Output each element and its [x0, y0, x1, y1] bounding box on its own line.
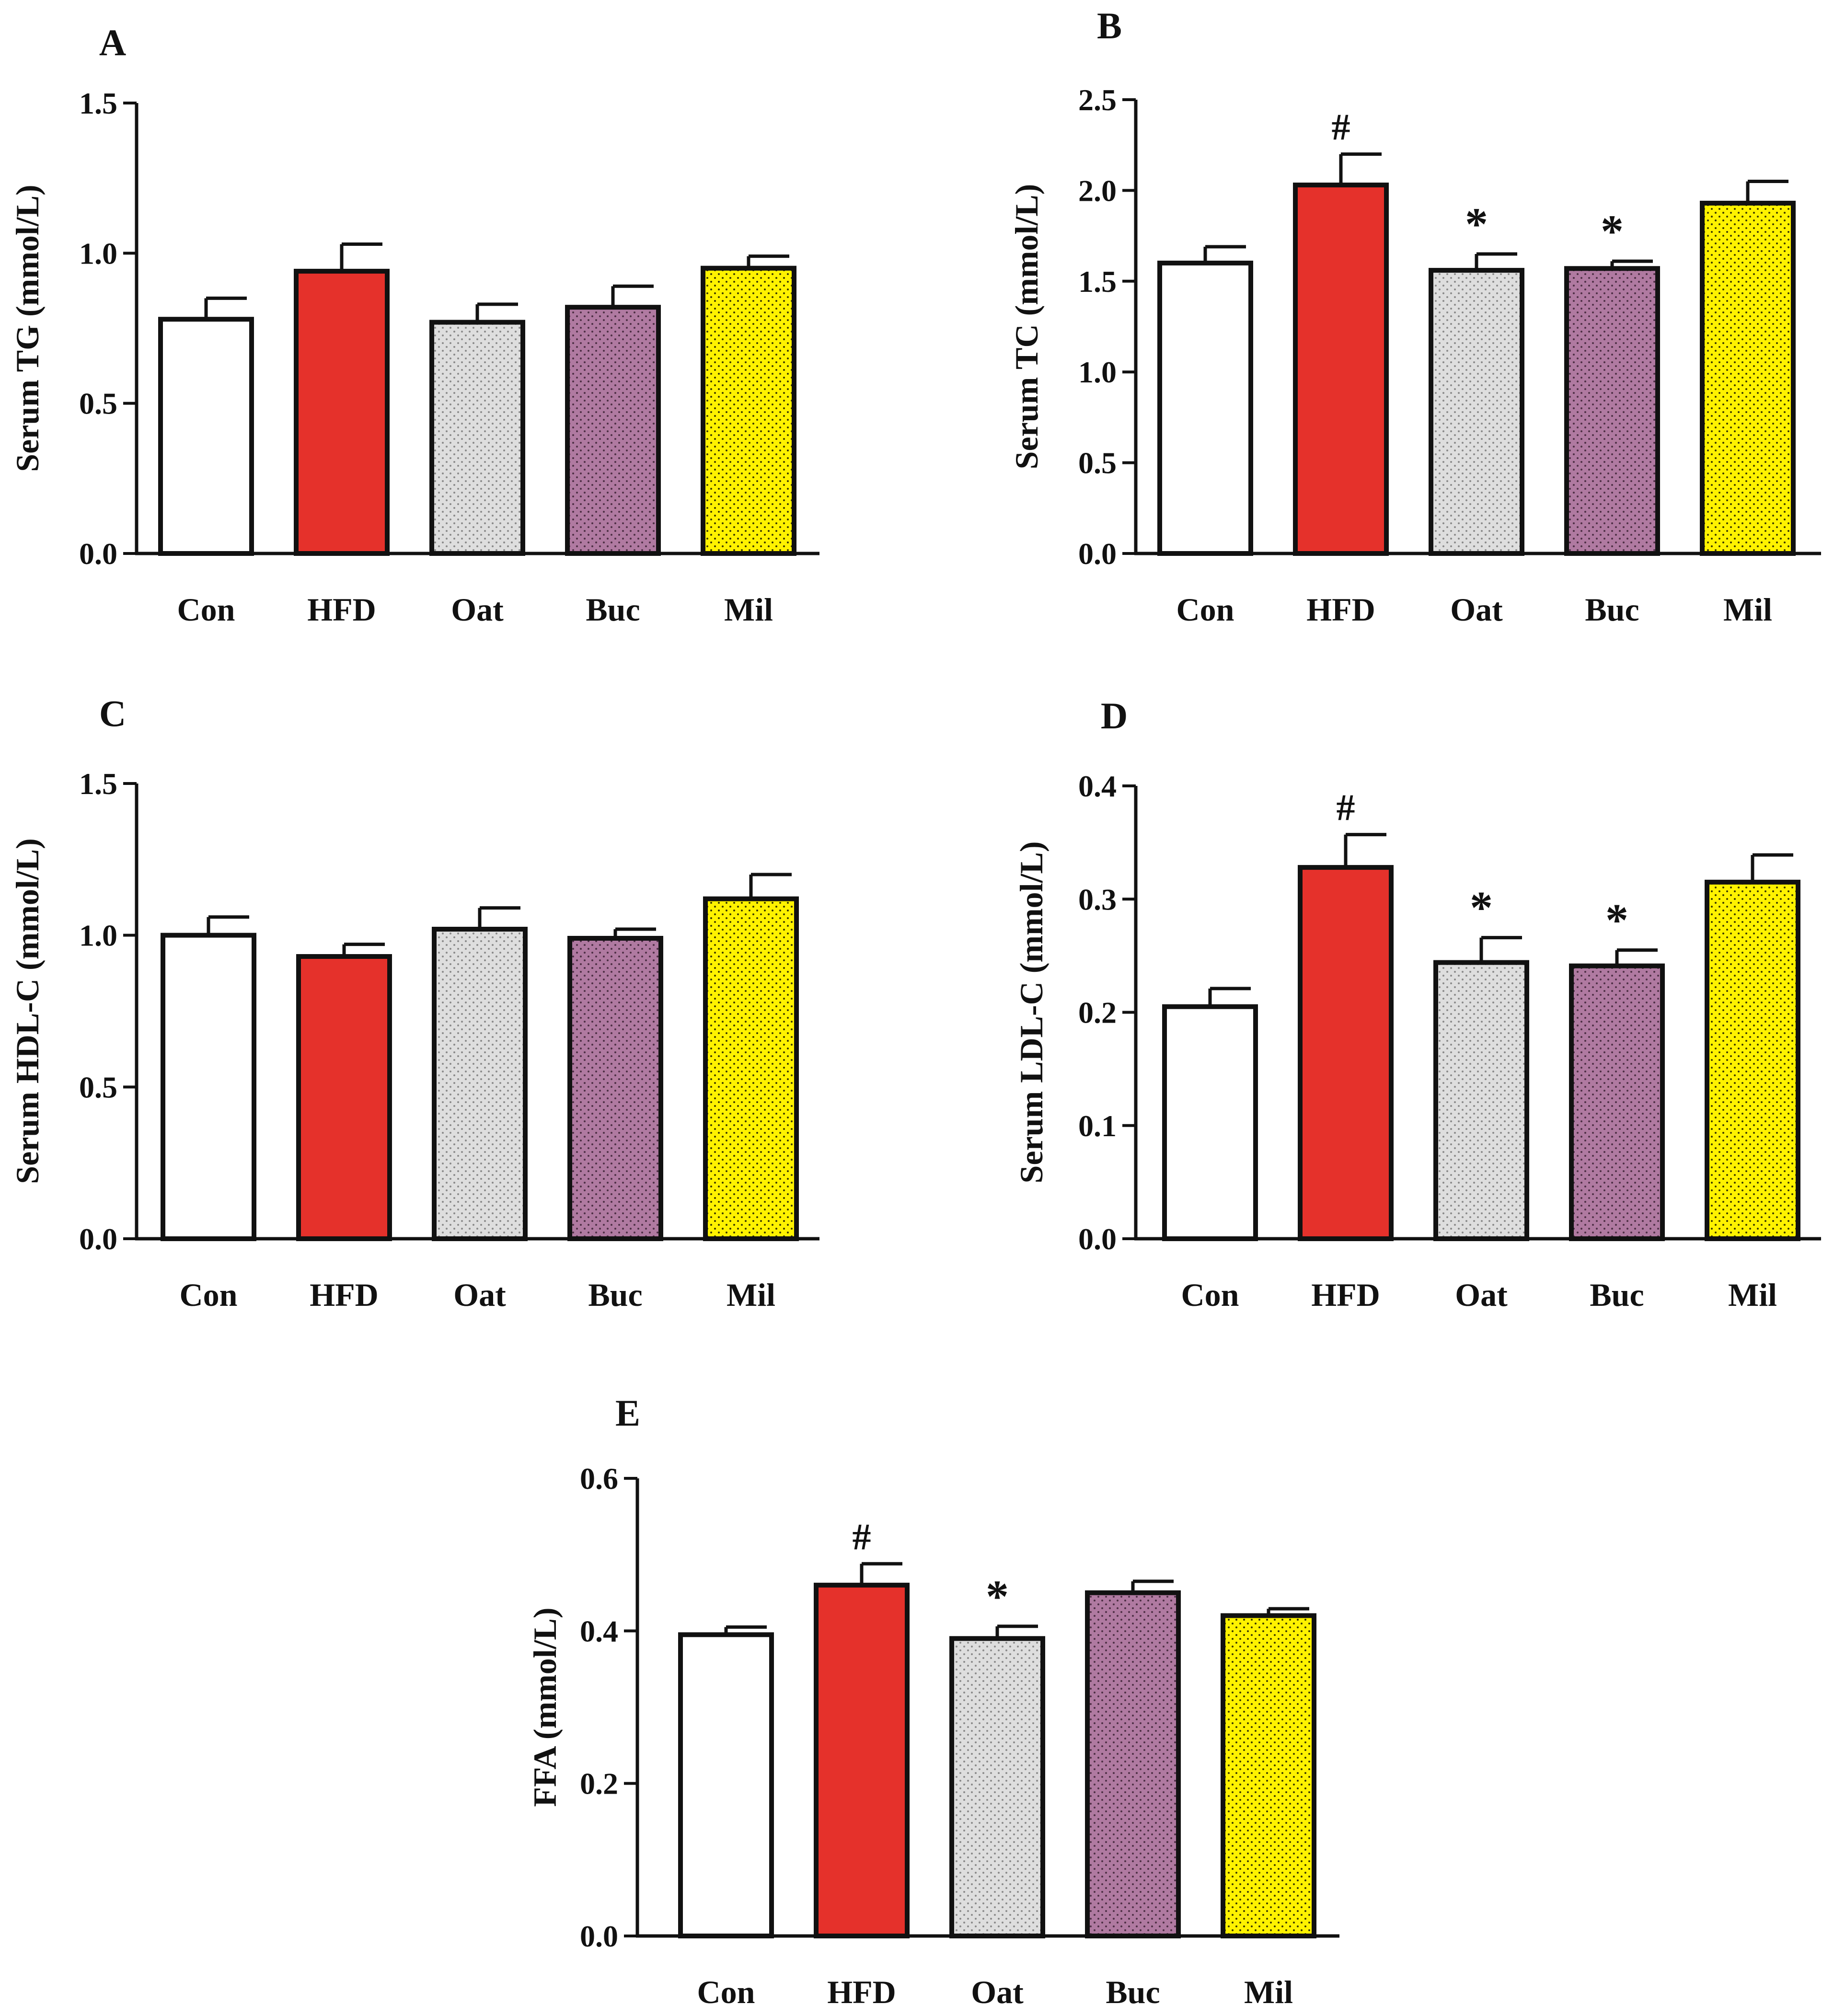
y-axis-label: Serum TG (mmol/L)	[9, 184, 46, 472]
chart-panel-a: A Serum TG (mmol/L) 0.0 0.5 1.0 1.5 Con HFD Oat B…	[9, 22, 819, 628]
bar-oat	[1433, 960, 1529, 1242]
bar-mil	[703, 896, 799, 1241]
significance-hash: #	[1337, 787, 1355, 829]
bar-con	[1157, 260, 1253, 556]
y-axis-label: Serum LDL-C (mmol/L)	[1013, 841, 1050, 1184]
bar-buc	[1085, 1590, 1181, 1938]
bar-buc	[1564, 266, 1660, 556]
y-axis-label: Serum TC (mmol/L)	[1008, 184, 1045, 470]
x-tick-label: Con	[697, 1974, 755, 2010]
y-tick-label: 0.6	[580, 1462, 618, 1496]
bar-buc	[567, 936, 663, 1241]
bar-buc	[1569, 963, 1665, 1241]
y-tick-label: 1.5	[79, 86, 117, 120]
significance-star: *	[1605, 895, 1628, 946]
y-tick-label: 0.0	[79, 537, 117, 571]
panel-label: A	[99, 22, 126, 63]
x-tick-label: Mil	[724, 591, 773, 628]
chart-panel-c: C Serum HDL-C (mmol/L) 0.0 0.5 1.0 1.5 Con HFD O…	[9, 692, 819, 1313]
x-tick-label: HFD	[827, 1974, 896, 2010]
y-tick-label: 2.0	[1078, 173, 1117, 207]
panel-label: B	[1097, 5, 1122, 46]
x-tick-label: Con	[180, 1277, 238, 1313]
significance-hash: #	[1332, 106, 1350, 148]
y-tick-label: 0.1	[1078, 1109, 1117, 1143]
y-tick-label: 0.4	[580, 1614, 618, 1648]
x-tick-label: HFD	[310, 1277, 379, 1313]
bar-con	[1162, 1004, 1258, 1241]
bar-mil	[701, 265, 796, 556]
panel-label: E	[615, 1392, 640, 1434]
y-axis-label: Serum HDL-C (mmol/L)	[9, 838, 46, 1184]
y-tick-label: 1.5	[1078, 265, 1117, 299]
bar-con	[161, 933, 256, 1241]
x-tick-label: HFD	[307, 591, 376, 628]
bar-oat	[949, 1636, 1045, 1938]
y-tick-label: 0.0	[580, 1919, 618, 1953]
y-tick-label: 0.2	[580, 1767, 618, 1801]
x-tick-label: Oat	[1455, 1277, 1508, 1313]
x-tick-label: Mil	[727, 1277, 775, 1313]
x-tick-label: Con	[1181, 1277, 1239, 1313]
x-tick-label: Oat	[1450, 591, 1503, 628]
x-tick-label: Con	[177, 591, 235, 628]
x-tick-label: Buc	[586, 591, 640, 628]
significance-star: *	[1470, 882, 1493, 933]
y-tick-label: 1.0	[1078, 355, 1117, 389]
chart-panel-e: E FFA (mmol/L) 0.0 0.2 0.4 0.6 Con HFD # Oat * Buc M…	[527, 1392, 1339, 2010]
x-tick-label: Mil	[1723, 591, 1772, 628]
x-tick-label: Mil	[1728, 1277, 1777, 1313]
x-tick-label: HFD	[1311, 1277, 1380, 1313]
bar-hfd	[294, 268, 390, 556]
x-tick-label: Buc	[1106, 1974, 1160, 2010]
bar-mil	[1221, 1613, 1316, 1938]
bar-mil	[1700, 200, 1796, 556]
bar-oat	[432, 927, 528, 1241]
bar-con	[678, 1632, 774, 1939]
x-tick-label: Con	[1177, 591, 1234, 628]
panel-label: D	[1101, 695, 1128, 737]
y-tick-label: 0.5	[79, 1070, 117, 1104]
bar-hfd	[1298, 865, 1394, 1241]
x-tick-label: Mil	[1244, 1974, 1293, 2010]
significance-star: *	[1601, 206, 1624, 257]
bar-buc	[565, 305, 661, 556]
x-tick-label: Buc	[1590, 1277, 1644, 1313]
chart-panel-d: D Serum LDL-C (mmol/L) 0.0 0.1 0.2 0.3 0.4 Con H…	[1013, 695, 1821, 1313]
significance-star: *	[1465, 198, 1488, 250]
y-tick-label: 0.0	[1078, 1222, 1117, 1256]
bar-con	[158, 317, 254, 556]
significance-hash: #	[853, 1516, 871, 1557]
y-tick-label: 0.0	[1078, 537, 1117, 571]
y-tick-label: 1.0	[79, 919, 117, 953]
bar-oat	[1429, 268, 1524, 556]
y-tick-label: 0.4	[1078, 769, 1117, 803]
y-tick-label: 1.5	[79, 767, 117, 801]
chart-panel-b: B Serum TC (mmol/L) 0.0 0.5 1.0 1.5 2.0 2.5 Con H…	[1008, 5, 1821, 628]
y-tick-label: 0.3	[1078, 882, 1117, 916]
y-tick-label: 0.0	[79, 1222, 117, 1256]
bar-oat	[429, 320, 525, 556]
bar-hfd	[296, 954, 392, 1241]
x-tick-label: HFD	[1306, 591, 1375, 628]
y-tick-label: 1.0	[79, 236, 117, 270]
bar-hfd	[814, 1582, 910, 1938]
x-tick-label: Oat	[451, 591, 504, 628]
x-tick-label: Buc	[1585, 591, 1639, 628]
significance-star: *	[986, 1571, 1009, 1622]
x-tick-label: Buc	[588, 1277, 642, 1313]
bar-mil	[1705, 879, 1800, 1241]
x-tick-label: Oat	[453, 1277, 506, 1313]
x-tick-label: Oat	[971, 1974, 1024, 2010]
y-tick-label: 0.5	[79, 387, 117, 421]
y-axis-label: FFA (mmol/L)	[527, 1607, 563, 1807]
y-tick-label: 0.5	[1078, 446, 1117, 480]
bar-hfd	[1293, 183, 1389, 556]
y-tick-label: 2.5	[1078, 83, 1117, 117]
panel-label: C	[99, 692, 126, 734]
y-tick-label: 0.2	[1078, 996, 1117, 1030]
